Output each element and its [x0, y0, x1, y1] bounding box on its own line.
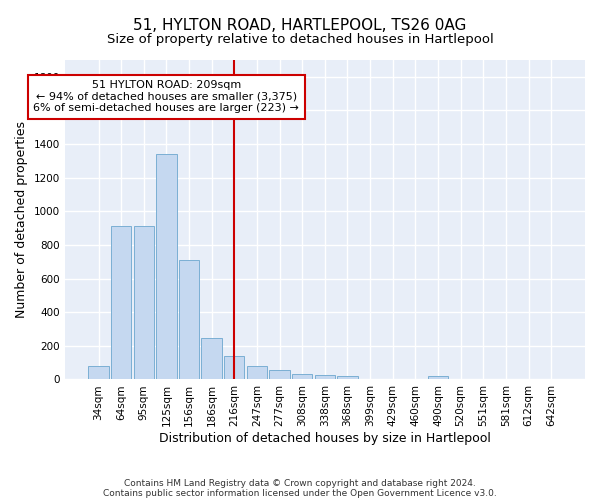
Bar: [337, 376, 358, 380]
Bar: [292, 374, 313, 380]
Y-axis label: Number of detached properties: Number of detached properties: [15, 121, 28, 318]
Bar: [428, 376, 448, 380]
Bar: [314, 376, 335, 380]
Bar: [156, 154, 176, 380]
X-axis label: Distribution of detached houses by size in Hartlepool: Distribution of detached houses by size …: [159, 432, 491, 445]
Text: Size of property relative to detached houses in Hartlepool: Size of property relative to detached ho…: [107, 32, 493, 46]
Text: Contains HM Land Registry data © Crown copyright and database right 2024.: Contains HM Land Registry data © Crown c…: [124, 478, 476, 488]
Bar: [224, 356, 244, 380]
Bar: [179, 260, 199, 380]
Bar: [111, 226, 131, 380]
Text: 51, HYLTON ROAD, HARTLEPOOL, TS26 0AG: 51, HYLTON ROAD, HARTLEPOOL, TS26 0AG: [133, 18, 467, 32]
Bar: [88, 366, 109, 380]
Bar: [247, 366, 267, 380]
Bar: [134, 226, 154, 380]
Bar: [202, 338, 222, 380]
Bar: [269, 370, 290, 380]
Text: 51 HYLTON ROAD: 209sqm
← 94% of detached houses are smaller (3,375)
6% of semi-d: 51 HYLTON ROAD: 209sqm ← 94% of detached…: [34, 80, 299, 114]
Text: Contains public sector information licensed under the Open Government Licence v3: Contains public sector information licen…: [103, 488, 497, 498]
